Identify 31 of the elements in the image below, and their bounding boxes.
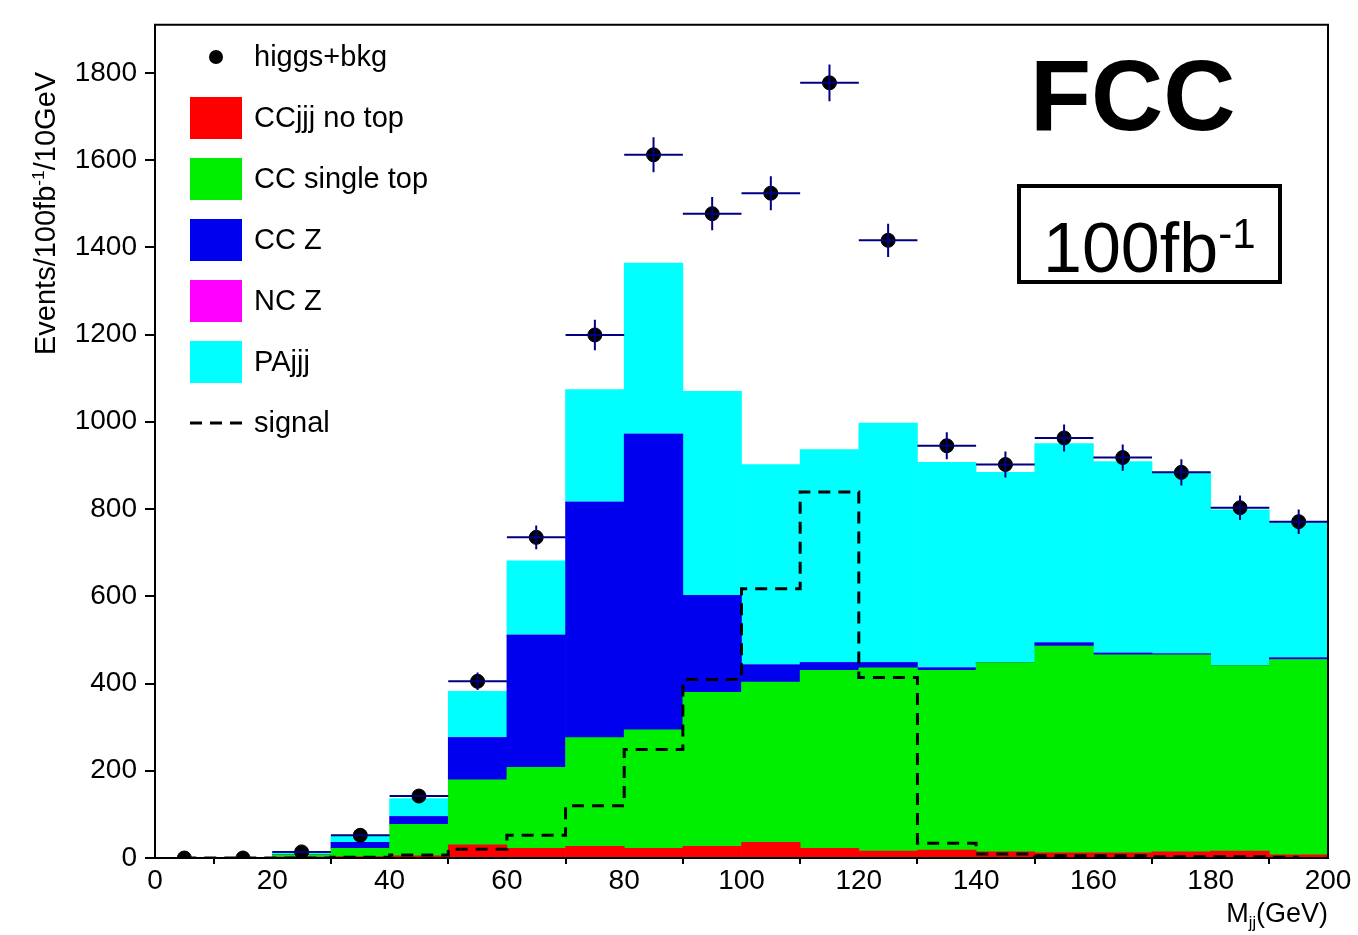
y-tick-label: 1000 xyxy=(74,404,137,436)
x-tick-label: 100 xyxy=(718,863,765,895)
legend-label: CC Z xyxy=(254,223,322,256)
legend-label: higgs+bkg xyxy=(254,40,388,73)
y-tick-label: 200 xyxy=(90,753,137,785)
x-tick-label: 20 xyxy=(256,863,288,895)
x-tick-label: 40 xyxy=(374,863,406,895)
legend-label: PAjjj xyxy=(254,345,310,378)
legend-label: CCjjj no top xyxy=(254,101,404,134)
y-tick-label: 0 xyxy=(121,840,137,872)
legend-label: CC single top xyxy=(254,162,429,195)
y-tick-label: 1200 xyxy=(74,317,137,349)
x-tick-label: 140 xyxy=(952,863,1000,895)
y-tick-label: 1600 xyxy=(74,142,137,174)
x-tick-label: 80 xyxy=(608,863,640,895)
x-tick-label: 60 xyxy=(491,863,523,895)
x-tick-label: 0 xyxy=(147,863,163,895)
y-tick-label: 1400 xyxy=(74,230,137,261)
y-tick-label: 800 xyxy=(90,491,137,523)
annotation: 100fb$^{-1}$ xyxy=(1042,208,1257,288)
x-tick-label: 160 xyxy=(1070,863,1117,895)
annotation: FCC xyxy=(1030,38,1236,153)
y-tick-label: 1800 xyxy=(74,55,137,87)
x-tick-label: 200 xyxy=(1304,863,1352,895)
legend-label: NC Z xyxy=(254,284,322,317)
x-tick-label: 120 xyxy=(835,863,883,895)
y-tick-label: 400 xyxy=(90,666,137,698)
y-tick-label: 600 xyxy=(90,578,137,610)
x-axis-title: M$_{jj}$(GeV) xyxy=(1226,898,1328,933)
x-tick-label: 180 xyxy=(1187,863,1235,895)
legend-label: signal xyxy=(254,406,330,439)
